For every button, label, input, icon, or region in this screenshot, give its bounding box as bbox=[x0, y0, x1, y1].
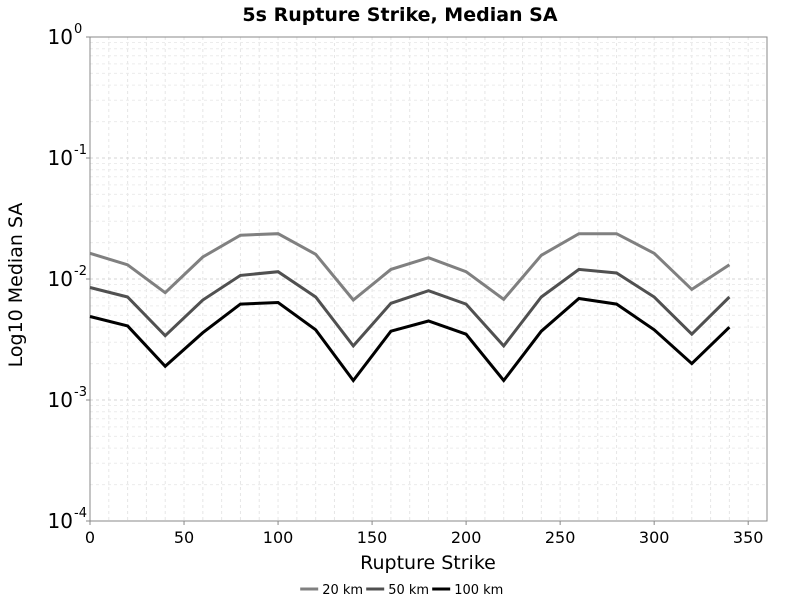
x-tick-label: 150 bbox=[357, 528, 388, 547]
grid bbox=[90, 37, 767, 522]
x-axis-ticks: 0 50 100 150 200 250 300 350 bbox=[85, 521, 764, 547]
series-group bbox=[89, 232, 731, 383]
legend-label-3: 100 km bbox=[454, 583, 503, 598]
x-tick-label: 300 bbox=[639, 528, 670, 547]
x-tick-label: 250 bbox=[545, 528, 576, 547]
legend: 20 km 50 km 100 km bbox=[300, 583, 503, 598]
x-tick-label: 100 bbox=[263, 528, 294, 547]
series-line-1 bbox=[89, 232, 731, 303]
x-axis-label: Rupture Strike bbox=[360, 552, 496, 574]
x-tick-label: 50 bbox=[174, 528, 194, 547]
x-tick-label: 0 bbox=[85, 528, 95, 547]
y-tick-exponent: -2 bbox=[74, 264, 87, 279]
legend-label-1: 20 km bbox=[322, 583, 363, 598]
x-tick-label: 350 bbox=[733, 528, 764, 547]
y-axis-label: Log10 Median SA bbox=[5, 203, 27, 368]
series-line-3 bbox=[89, 296, 731, 383]
y-tick-exponent: -4 bbox=[74, 506, 87, 521]
y-tick-exponent: 0 bbox=[74, 22, 82, 37]
legend-label-2: 50 km bbox=[388, 583, 429, 598]
y-tick-label: 10 bbox=[48, 267, 73, 291]
series-line-2 bbox=[89, 267, 731, 349]
y-tick-label: 10 bbox=[48, 146, 73, 170]
chart-title: 5s Rupture Strike, Median SA bbox=[242, 4, 557, 26]
y-tick-label: 10 bbox=[48, 388, 73, 412]
x-tick-label: 200 bbox=[451, 528, 482, 547]
y-tick-exponent: -1 bbox=[74, 143, 87, 158]
y-tick-label: 10 bbox=[48, 25, 73, 49]
y-tick-exponent: -3 bbox=[74, 385, 87, 400]
y-tick-label: 10 bbox=[48, 509, 73, 533]
